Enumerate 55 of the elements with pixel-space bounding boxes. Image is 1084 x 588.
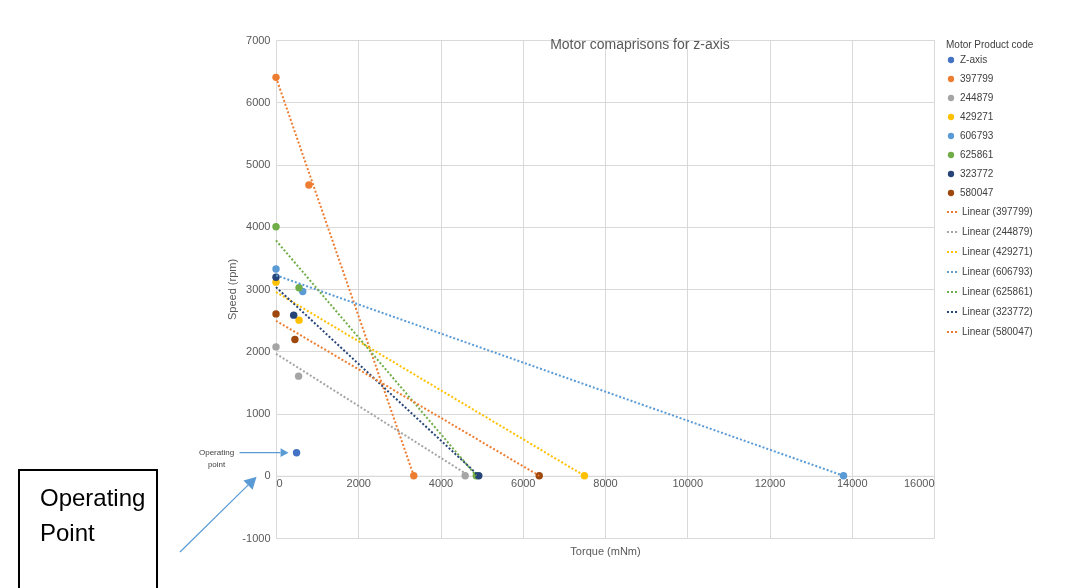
legend-label: 397799 [960,73,994,84]
legend-label: Linear (244879) [962,226,1033,237]
legend-label: Linear (323772) [962,306,1033,317]
point [272,223,280,231]
x-tick-label: 6000 [511,477,536,490]
point [295,284,303,292]
legend-label: 606793 [960,130,994,141]
x-axis-title: Torque (mNm) [570,545,641,558]
legend-label: Linear (429271) [962,246,1033,257]
legend-label: Linear (397799) [962,206,1033,217]
point [272,310,280,318]
point [272,265,280,273]
x-tick-label: 14000 [836,477,868,490]
point [580,472,589,480]
x-tick-label: 10000 [672,477,704,490]
y-tick-label: 7000 [246,33,271,46]
text: Operating Point [18,469,158,588]
legend-label: 580047 [960,187,994,198]
point [305,181,313,189]
legend-title: Motor Product code [946,39,1034,50]
point [272,343,280,351]
legend-label: 323772 [960,168,994,179]
x-tick-label: 16000 [903,477,935,490]
legend-label: 429271 [960,111,994,122]
y-tick-label: 2000 [246,344,271,357]
point [295,316,303,324]
y-tick-label: 4000 [246,220,271,233]
y-tick-label: 1000 [246,407,271,419]
point [461,472,469,480]
point [294,372,303,380]
x-tick-label: 12000 [754,477,786,490]
legend-label: 625861 [960,149,994,160]
legend-label: 244879 [960,92,994,103]
y-tick-label: 5000 [246,158,271,170]
point [535,472,543,480]
legend-label: Linear (625861) [962,286,1033,297]
legend-label: Z-axis [960,54,988,65]
y-axis-title: Speed (rpm) [226,258,239,321]
y-tick-label: 0 [264,469,271,482]
y-tick-label: 6000 [246,95,271,108]
x-tick-label: 4000 [428,477,454,490]
legend-label: Linear (580047) [962,326,1033,337]
x-tick-label: 0 [276,477,283,490]
point [289,311,298,319]
point [291,335,299,344]
chart-title: Motor comaprisons for z-axis [550,36,730,52]
x-tick-label: 8000 [593,477,618,490]
text: Operating point [198,447,235,469]
legend-label: Linear (606793) [962,266,1033,277]
y-tick-label: 3000 [246,282,271,295]
x-tick-label: 2000 [346,477,371,490]
point [410,472,418,480]
y-tick-label: -1000 [242,531,271,544]
point [272,73,280,82]
point [292,449,301,457]
